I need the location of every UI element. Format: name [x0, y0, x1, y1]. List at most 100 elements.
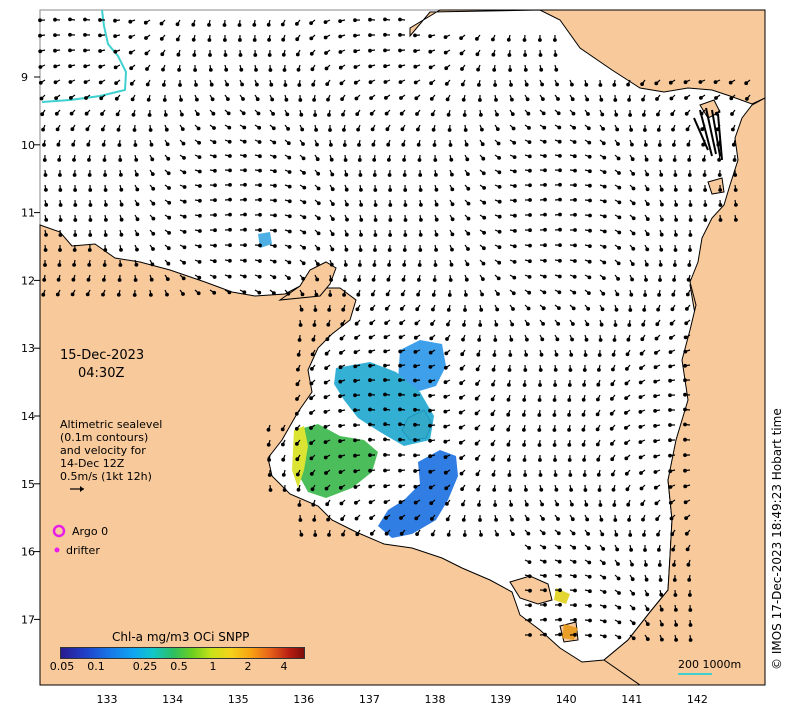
velocity-arrowhead [227, 154, 232, 158]
velocity-arrowhead [301, 276, 306, 281]
velocity-arrowhead [522, 413, 526, 417]
velocity-arrowhead [83, 64, 88, 69]
velocity-arrowhead [213, 213, 217, 217]
velocity-arrowhead [446, 532, 451, 537]
velocity-arrowhead [418, 188, 423, 192]
velocity-arrowhead [475, 367, 480, 372]
velocity-arrowhead [508, 488, 513, 492]
velocity-arrowhead [119, 232, 124, 237]
velocity-arrowhead [626, 337, 631, 342]
velocity-arrowhead [38, 33, 42, 38]
velocity-arrowhead [53, 64, 58, 69]
velocity-arrowhead [642, 308, 647, 312]
velocity-arrowhead [612, 503, 617, 507]
velocity-arrowhead [512, 244, 517, 249]
velocity-arrowhead [615, 127, 620, 132]
velocity-arrowhead [338, 65, 343, 70]
velocity-arrowhead [429, 96, 434, 101]
velocity-arrowhead [398, 335, 403, 340]
velocity-arrowhead [538, 458, 542, 462]
velocity-arrowhead [386, 277, 391, 282]
velocity-arrowhead [399, 531, 404, 536]
velocity-arrowhead [359, 202, 364, 207]
velocity-arrowhead [522, 428, 526, 432]
velocity-arrowhead [368, 17, 372, 22]
velocity-arrowhead [683, 335, 688, 340]
velocity-arrowhead [657, 563, 662, 567]
velocity-arrowhead [538, 473, 543, 477]
velocity-arrowhead [301, 261, 306, 266]
velocity-arrowhead [83, 33, 87, 37]
velocity-arrowhead [450, 202, 455, 207]
velocity-arrowhead [543, 258, 547, 263]
velocity-arrowhead [384, 306, 389, 311]
velocity-arrowhead [734, 202, 738, 207]
velocity-arrowhead [570, 82, 574, 87]
velocity-arrowhead [298, 518, 303, 522]
velocity-arrowhead [383, 392, 387, 397]
velocity-arrowhead [688, 248, 692, 252]
velocity-arrowhead [434, 172, 438, 177]
velocity-arrowhead [616, 142, 620, 146]
velocity-arrowhead [383, 468, 387, 473]
velocity-arrowhead [287, 229, 292, 234]
velocity-arrowhead [434, 187, 439, 192]
velocity-arrowhead [644, 157, 649, 162]
velocity-arrowhead [644, 262, 649, 267]
velocity-arrowhead [388, 233, 393, 237]
velocity-arrowhead [181, 292, 185, 296]
velocity-arrowhead [328, 293, 333, 297]
velocity-arrowhead [129, 81, 134, 86]
velocity-arrowhead [315, 142, 319, 147]
velocity-arrowhead [610, 397, 614, 401]
velocity-arrowhead [151, 201, 156, 206]
velocity-arrowhead [653, 394, 657, 399]
velocity-arrowhead [461, 97, 466, 102]
velocity-arrowhead [674, 232, 678, 237]
velocity-arrowhead [668, 364, 673, 369]
velocity-arrowhead [134, 157, 139, 162]
velocity-arrowhead [659, 172, 664, 177]
velocity-arrowhead [241, 111, 246, 116]
velocity-arrowhead [101, 292, 105, 297]
velocity-arrowhead [309, 36, 314, 41]
velocity-arrowhead [573, 212, 577, 217]
velocity-arrowhead [553, 458, 557, 462]
velocity-arrowhead [595, 427, 600, 432]
velocity-arrowhead [39, 96, 44, 101]
velocity-arrowhead [629, 292, 634, 297]
velocity-arrowhead [673, 263, 677, 267]
velocity-arrowhead [595, 442, 600, 447]
velocity-arrowhead [398, 484, 403, 489]
velocity-arrowhead [445, 97, 450, 102]
velocity-arrowhead [118, 172, 123, 177]
velocity-arrowhead [258, 259, 262, 263]
velocity-arrowhead [745, 96, 749, 101]
velocity-arrowhead [281, 473, 286, 477]
velocity-arrowhead [570, 517, 575, 522]
velocity-arrowhead [353, 438, 357, 443]
velocity-arrowhead [688, 218, 693, 222]
velocity-arrowhead [167, 200, 172, 205]
chl-patch-blue-east [378, 450, 458, 538]
velocity-arrowhead [310, 487, 315, 492]
velocity-arrowhead [481, 156, 486, 161]
velocity-arrowhead [342, 127, 346, 132]
velocity-arrowhead [641, 322, 646, 327]
velocity-arrowhead [674, 608, 678, 612]
velocity-arrowhead [616, 562, 620, 566]
velocity-arrowhead [133, 278, 138, 282]
velocity-arrowhead [683, 349, 688, 354]
velocity-arrowhead [316, 186, 321, 191]
velocity-arrowhead [387, 173, 392, 177]
colorbar-title: Chl-a mg/m3 OCi SNPP [112, 630, 250, 644]
velocity-arrowhead [281, 37, 286, 42]
velocity-arrowhead [403, 218, 408, 222]
velocity-arrowhead [302, 200, 307, 205]
velocity-arrowhead [684, 531, 689, 536]
velocity-arrowhead [462, 533, 467, 537]
velocity-arrowhead [543, 197, 547, 202]
velocity-arrowhead [461, 502, 465, 507]
velocity-arrowhead [596, 457, 601, 462]
